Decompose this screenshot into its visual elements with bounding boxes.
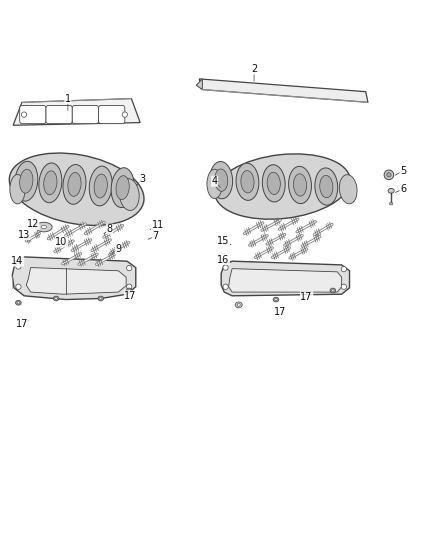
Ellipse shape (262, 165, 285, 202)
Ellipse shape (320, 175, 333, 198)
Ellipse shape (389, 203, 393, 205)
Polygon shape (229, 269, 342, 292)
Ellipse shape (341, 266, 346, 272)
Text: 10: 10 (55, 237, 67, 247)
Ellipse shape (111, 168, 134, 207)
Text: 16: 16 (217, 255, 230, 264)
Text: 9: 9 (115, 244, 121, 254)
Ellipse shape (16, 284, 21, 289)
Polygon shape (13, 99, 140, 125)
Ellipse shape (127, 265, 132, 271)
Ellipse shape (387, 173, 391, 177)
Ellipse shape (44, 171, 57, 195)
Ellipse shape (293, 174, 307, 196)
Text: 4: 4 (212, 176, 218, 186)
Ellipse shape (127, 284, 132, 289)
Text: 7: 7 (152, 231, 159, 241)
Ellipse shape (237, 304, 240, 306)
Ellipse shape (241, 171, 254, 193)
Text: 13: 13 (18, 230, 30, 239)
Ellipse shape (126, 288, 132, 293)
Ellipse shape (235, 302, 242, 308)
Ellipse shape (10, 174, 25, 204)
Text: 3: 3 (139, 174, 145, 183)
Ellipse shape (15, 161, 38, 201)
Ellipse shape (330, 288, 336, 293)
Ellipse shape (20, 169, 33, 193)
Text: 15: 15 (217, 237, 230, 246)
Text: 5: 5 (400, 166, 406, 175)
Ellipse shape (388, 188, 394, 193)
Ellipse shape (315, 168, 338, 205)
Ellipse shape (332, 289, 334, 292)
Text: 1: 1 (65, 94, 71, 103)
Ellipse shape (100, 297, 102, 300)
Ellipse shape (128, 289, 130, 292)
Polygon shape (12, 257, 136, 300)
Ellipse shape (18, 302, 19, 304)
Ellipse shape (68, 173, 81, 196)
FancyBboxPatch shape (99, 106, 125, 124)
Ellipse shape (41, 225, 46, 229)
Ellipse shape (16, 264, 21, 269)
Polygon shape (221, 261, 350, 296)
Ellipse shape (384, 170, 394, 180)
Ellipse shape (116, 176, 129, 199)
Text: 17: 17 (16, 319, 28, 328)
Polygon shape (26, 268, 126, 294)
Ellipse shape (119, 179, 139, 211)
FancyBboxPatch shape (46, 106, 72, 124)
Polygon shape (196, 79, 202, 90)
Ellipse shape (63, 165, 86, 204)
Ellipse shape (35, 222, 52, 232)
Ellipse shape (289, 166, 311, 204)
Ellipse shape (98, 296, 103, 301)
Ellipse shape (89, 166, 112, 206)
Ellipse shape (21, 112, 27, 117)
Ellipse shape (94, 174, 107, 198)
Text: 17: 17 (300, 292, 313, 302)
Ellipse shape (223, 284, 228, 289)
Text: 2: 2 (251, 64, 257, 74)
Text: 17: 17 (124, 291, 137, 301)
Ellipse shape (236, 163, 259, 200)
Text: 14: 14 (11, 256, 24, 266)
Ellipse shape (210, 161, 233, 199)
Ellipse shape (215, 154, 350, 219)
Text: 12: 12 (27, 220, 39, 229)
Ellipse shape (9, 153, 144, 225)
Ellipse shape (215, 169, 228, 191)
Polygon shape (199, 79, 368, 102)
Text: 8: 8 (106, 224, 113, 234)
Ellipse shape (267, 172, 280, 195)
Ellipse shape (207, 169, 222, 199)
FancyBboxPatch shape (72, 106, 99, 124)
Ellipse shape (341, 284, 346, 289)
Ellipse shape (122, 112, 127, 117)
Text: 11: 11 (152, 220, 164, 230)
Text: 6: 6 (400, 184, 406, 194)
Text: 17: 17 (274, 307, 286, 317)
Ellipse shape (339, 175, 357, 204)
FancyBboxPatch shape (20, 106, 46, 124)
Ellipse shape (39, 163, 62, 203)
Ellipse shape (53, 296, 59, 301)
Ellipse shape (16, 301, 21, 305)
Ellipse shape (223, 265, 228, 270)
Ellipse shape (55, 297, 57, 300)
Ellipse shape (275, 298, 277, 301)
Ellipse shape (273, 297, 279, 302)
